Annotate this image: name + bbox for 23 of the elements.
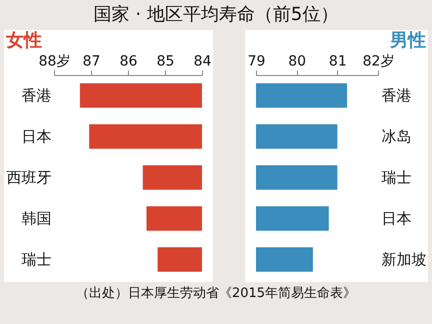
y-tick-label: 瑞士 xyxy=(382,168,412,186)
x-tick-label: 81 xyxy=(328,54,347,70)
chart-subtitle: 男性 xyxy=(389,30,426,51)
y-tick-label: 西班牙 xyxy=(6,168,52,186)
y-tick-label: 新加坡 xyxy=(382,250,426,268)
x-tick-label: 87 xyxy=(82,54,100,70)
x-tick-label: 79 xyxy=(248,54,266,70)
x-tick-label: 80 xyxy=(288,54,306,70)
chart-subtitle: 女性 xyxy=(5,30,42,51)
y-tick-label: 瑞士 xyxy=(22,250,52,268)
x-tick-label: 82岁 xyxy=(362,54,394,70)
y-tick-label: 香港 xyxy=(382,86,412,104)
x-tick-label: 88岁 xyxy=(38,54,70,70)
y-tick-label: 日本 xyxy=(22,128,52,146)
y-tick-label: 韩国 xyxy=(22,210,52,228)
chart-title: 国家 · 地区平均寿命（前5位） xyxy=(92,3,340,27)
x-tick-label: 86 xyxy=(120,54,138,70)
y-tick-label: 日本 xyxy=(382,210,412,228)
x-tick-label: 85 xyxy=(156,54,174,70)
y-tick-label: 冰岛 xyxy=(382,128,412,146)
text: （出处）日本厚生劳动省《2015年简易生命表》 xyxy=(74,285,358,302)
y-tick-label: 香港 xyxy=(22,86,52,104)
x-tick-label: 84 xyxy=(194,54,212,70)
